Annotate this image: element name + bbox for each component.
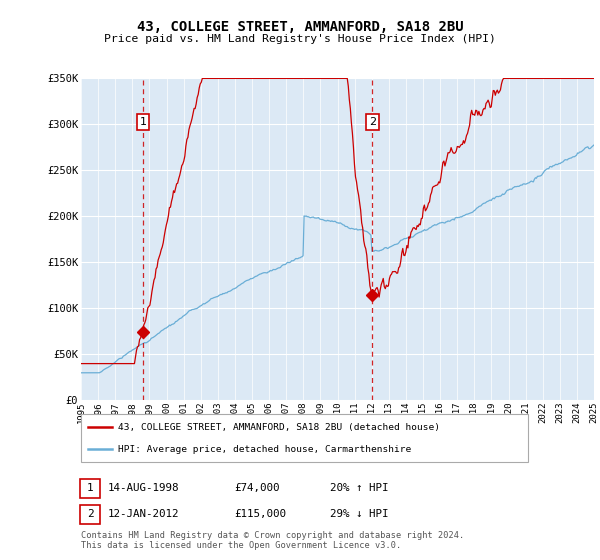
Text: HPI: Average price, detached house, Carmarthenshire: HPI: Average price, detached house, Carm… bbox=[118, 445, 412, 454]
Text: 43, COLLEGE STREET, AMMANFORD, SA18 2BU: 43, COLLEGE STREET, AMMANFORD, SA18 2BU bbox=[137, 20, 463, 34]
Text: 1: 1 bbox=[86, 483, 94, 493]
Text: £74,000: £74,000 bbox=[234, 483, 280, 493]
Text: 2: 2 bbox=[369, 117, 376, 127]
Text: 43, COLLEGE STREET, AMMANFORD, SA18 2BU (detached house): 43, COLLEGE STREET, AMMANFORD, SA18 2BU … bbox=[118, 423, 440, 432]
Text: 20% ↑ HPI: 20% ↑ HPI bbox=[330, 483, 389, 493]
Text: 12-JAN-2012: 12-JAN-2012 bbox=[108, 509, 179, 519]
Text: £115,000: £115,000 bbox=[234, 509, 286, 519]
Text: 2: 2 bbox=[86, 509, 94, 519]
Text: Price paid vs. HM Land Registry's House Price Index (HPI): Price paid vs. HM Land Registry's House … bbox=[104, 34, 496, 44]
Text: 1: 1 bbox=[139, 117, 146, 127]
Text: 29% ↓ HPI: 29% ↓ HPI bbox=[330, 509, 389, 519]
Text: 14-AUG-1998: 14-AUG-1998 bbox=[108, 483, 179, 493]
Text: Contains HM Land Registry data © Crown copyright and database right 2024.
This d: Contains HM Land Registry data © Crown c… bbox=[81, 530, 464, 550]
